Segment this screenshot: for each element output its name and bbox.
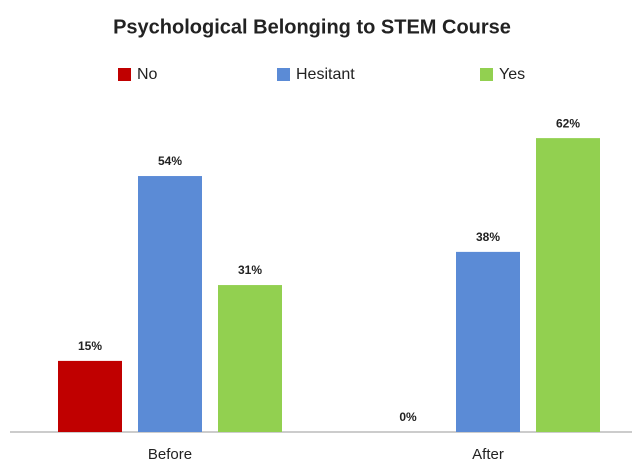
bar [218, 285, 282, 432]
legend-label: Hesitant [296, 66, 355, 83]
data-label: 15% [78, 339, 102, 353]
data-label: 38% [476, 230, 500, 244]
legend-swatch [277, 68, 290, 81]
data-label: 31% [238, 263, 262, 277]
legend-label: No [137, 66, 158, 83]
legend-swatch [118, 68, 131, 81]
x-tick-label: After [472, 446, 504, 463]
legend-swatch [480, 68, 493, 81]
chart-title: Psychological Belonging to STEM Course [113, 16, 511, 38]
bar [536, 138, 600, 432]
bar [58, 360, 122, 432]
data-label: 54% [158, 154, 182, 168]
data-label: 0% [399, 410, 417, 424]
x-tick-label: Before [148, 446, 192, 463]
bar [138, 176, 202, 432]
data-label: 62% [556, 116, 580, 130]
bar [456, 251, 520, 432]
legend-label: Yes [499, 66, 525, 83]
